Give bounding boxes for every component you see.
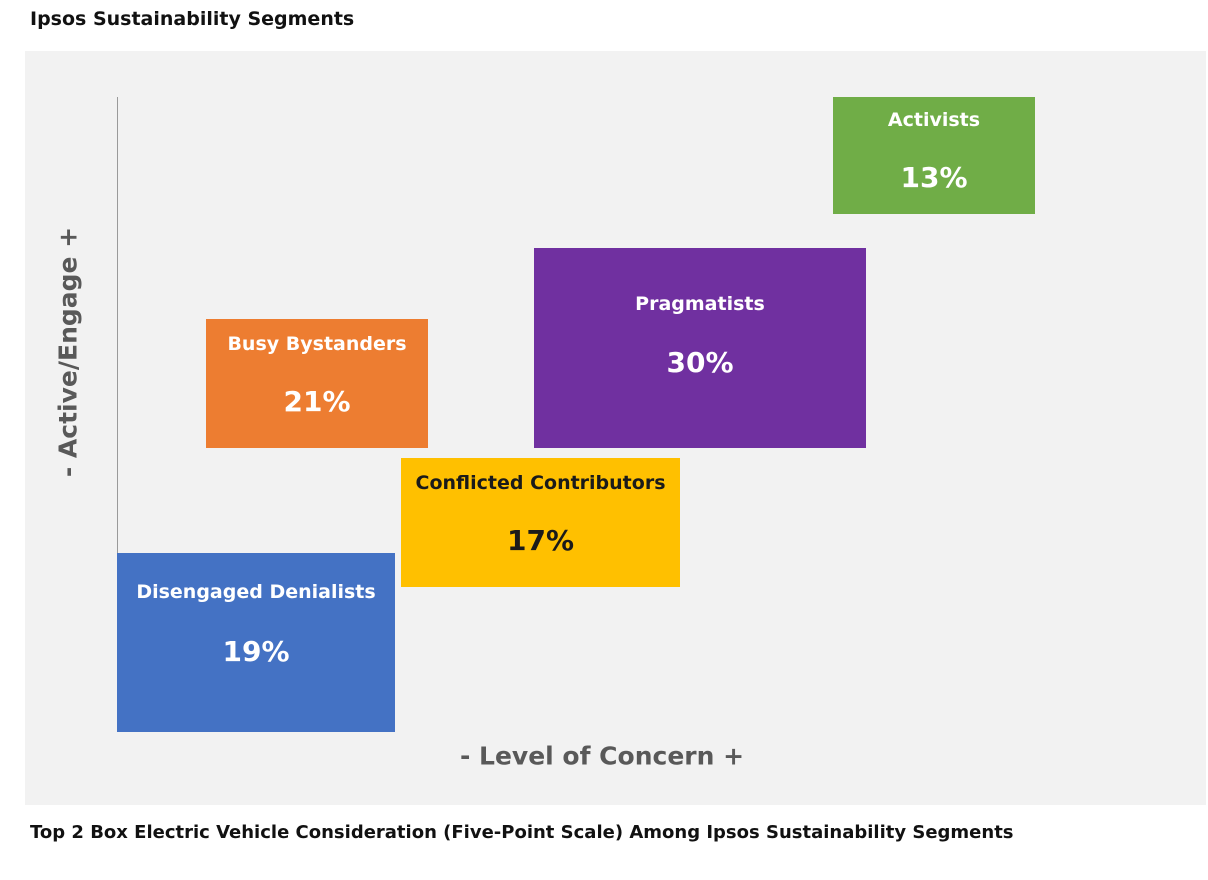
page-title: Ipsos Sustainability Segments	[30, 8, 355, 30]
segment-name: Pragmatists	[635, 293, 765, 315]
segment-value: 19%	[222, 635, 290, 668]
segment-value: 13%	[900, 161, 968, 194]
segment-name: Busy Bystanders	[227, 333, 407, 355]
segment-conflicted-contributors: Conflicted Contributors 17%	[401, 458, 680, 587]
caption: Top 2 Box Electric Vehicle Consideration…	[30, 822, 1014, 843]
segment-pragmatists: Pragmatists 30%	[534, 248, 866, 448]
x-axis-label: - Level of Concern +	[459, 741, 745, 771]
segment-value: 30%	[666, 346, 734, 379]
segment-value: 21%	[283, 385, 351, 418]
segment-name: Conflicted Contributors	[415, 472, 666, 494]
segment-busy-bystanders: Busy Bystanders 21%	[206, 319, 428, 448]
segment-activists: Activists 13%	[833, 97, 1035, 214]
y-axis-label: - Active/Engage +	[53, 226, 83, 478]
segment-name: Activists	[887, 109, 981, 131]
segment-value: 17%	[506, 524, 575, 557]
y-axis-line	[117, 97, 118, 717]
segment-name: Disengaged Denialists	[136, 581, 376, 603]
segment-disengaged-denialists: Disengaged Denialists 19%	[117, 553, 395, 732]
